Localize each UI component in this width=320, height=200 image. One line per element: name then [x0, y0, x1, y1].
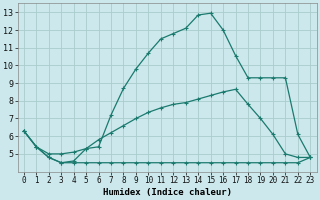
- X-axis label: Humidex (Indice chaleur): Humidex (Indice chaleur): [103, 188, 232, 197]
